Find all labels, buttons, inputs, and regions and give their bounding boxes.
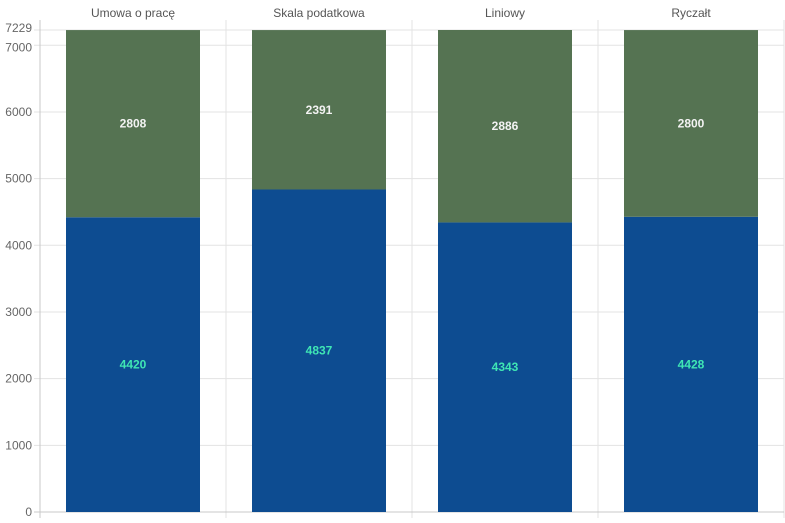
category-label: Skala podatkowa [273, 6, 365, 20]
category-label: Ryczałt [671, 6, 711, 20]
y-tick-label: 7000 [5, 40, 32, 54]
category-label: Liniowy [485, 6, 525, 20]
bar-segment-series-2 [252, 30, 386, 190]
y-tick-label: 0 [25, 505, 32, 519]
y-tick-label: 5000 [5, 172, 32, 186]
bar-segment-series-1 [66, 217, 200, 512]
bar-value-label: 4428 [678, 357, 705, 371]
bar-value-label: 2808 [120, 117, 147, 131]
bar-segment-series-2 [66, 30, 200, 218]
bar-value-label: 2800 [678, 116, 705, 130]
x-axis: Umowa o pracę Skala podatkowa Liniowy Rycza… [91, 6, 711, 20]
y-tick-label: 3000 [5, 305, 32, 319]
y-axis: 0 1000 2000 3000 4000 5000 6000 7000 7229 [5, 21, 32, 519]
bar-segment-series-1 [252, 189, 386, 513]
bar-value-label: 4420 [120, 358, 147, 372]
bar-value-label: 2886 [492, 119, 519, 133]
bar-value-label: 2391 [306, 103, 333, 117]
bars [66, 30, 758, 513]
segment-labels: 4420 2808 4837 2391 4343 2886 4428 2800 [120, 103, 705, 374]
bar-value-label: 4837 [306, 344, 333, 358]
bar-segment-series-2 [624, 30, 758, 217]
bar-segment-series-1 [624, 216, 758, 513]
bar-segment-series-1 [438, 222, 572, 512]
y-tick-label: 7229 [5, 21, 32, 35]
y-tick-label: 1000 [5, 438, 32, 452]
bar-segment-series-2 [438, 30, 572, 223]
category-label: Umowa o pracę [91, 6, 175, 20]
bar-value-label: 4343 [492, 360, 519, 374]
y-tick-label: 6000 [5, 105, 32, 119]
y-tick-label: 2000 [5, 372, 32, 386]
y-tick-label: 4000 [5, 238, 32, 252]
